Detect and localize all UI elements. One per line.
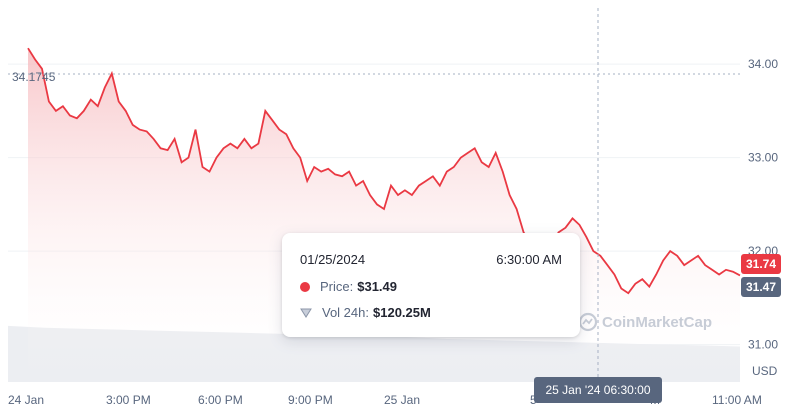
tooltip-volume-row: Vol 24h: $120.25M (300, 305, 431, 320)
x-tick-label: 25 Jan (384, 393, 420, 407)
tooltip-volume-label: Vol 24h: (322, 305, 369, 320)
price-dot-icon (300, 281, 310, 292)
tooltip-price-value: $31.49 (357, 279, 397, 294)
crosshair-time-badge: 25 Jan '24 06:30:00 (534, 377, 662, 403)
x-tick-label: 24 Jan (8, 393, 44, 407)
volume-icon (300, 308, 312, 318)
tooltip-date: 01/25/2024 (300, 252, 366, 267)
start-price-label: 34.1745 (12, 70, 56, 84)
coinmarketcap-logo-icon (578, 312, 598, 332)
price-line (27, 47, 741, 295)
x-tick-label: 3:00 PM (106, 393, 151, 407)
y-tick-label: 31.00 (748, 338, 778, 352)
x-tick-label: 5 (530, 393, 537, 407)
tooltip-time: 6:30:00 AM (496, 252, 562, 267)
watermark-text: CoinMarketCap (602, 313, 713, 331)
last-price-badge: 31.74 (741, 254, 782, 274)
y-tick-label: 34.00 (748, 57, 778, 71)
coinmarketcap-watermark: CoinMarketCap (578, 312, 712, 332)
tooltip-volume-value: $120.25M (373, 305, 431, 320)
x-tick-label: 11:00 AM (712, 393, 762, 407)
x-tick-label: 6:00 PM (198, 393, 243, 407)
tooltip-price-row: Price: $31.49 (300, 279, 397, 294)
y-tick-label: 33.00 (748, 151, 778, 165)
tooltip-price-label: Price: (320, 279, 354, 294)
currency-label: USD (752, 364, 778, 378)
volume-badge: 31.47 (741, 277, 782, 297)
x-tick-label: 9:00 PM (288, 393, 333, 407)
price-tooltip: 01/25/2024 6:30:00 AM Price: $31.49 Vol … (282, 233, 580, 337)
